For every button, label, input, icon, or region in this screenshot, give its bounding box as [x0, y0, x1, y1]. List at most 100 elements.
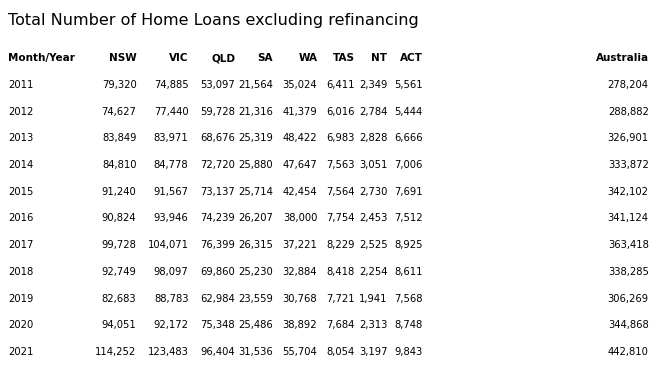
- Text: 2013: 2013: [8, 133, 33, 143]
- Text: 41,379: 41,379: [283, 107, 317, 116]
- Text: VIC: VIC: [169, 53, 188, 63]
- Text: 59,728: 59,728: [200, 107, 235, 116]
- Text: 7,684: 7,684: [326, 320, 355, 330]
- Text: SA: SA: [257, 53, 273, 63]
- Text: 7,754: 7,754: [326, 213, 355, 223]
- Text: 74,239: 74,239: [201, 213, 235, 223]
- Text: 55,704: 55,704: [283, 347, 317, 357]
- Text: 6,666: 6,666: [394, 133, 422, 143]
- Text: 2017: 2017: [8, 240, 33, 250]
- Text: 37,221: 37,221: [282, 240, 317, 250]
- Text: 53,097: 53,097: [201, 80, 235, 90]
- Text: 2021: 2021: [8, 347, 33, 357]
- Text: Australia: Australia: [595, 53, 649, 63]
- Text: 8,611: 8,611: [394, 267, 422, 277]
- Text: 114,252: 114,252: [96, 347, 136, 357]
- Text: 38,892: 38,892: [283, 320, 317, 330]
- Text: 42,454: 42,454: [283, 187, 317, 197]
- Text: 25,880: 25,880: [239, 160, 273, 170]
- Text: 21,316: 21,316: [238, 107, 273, 116]
- Text: 288,882: 288,882: [608, 107, 649, 116]
- Text: NSW: NSW: [109, 53, 136, 63]
- Text: 7,006: 7,006: [394, 160, 422, 170]
- Text: 3,197: 3,197: [359, 347, 387, 357]
- Text: 2011: 2011: [8, 80, 33, 90]
- Text: 30,768: 30,768: [283, 294, 317, 303]
- Text: 7,564: 7,564: [326, 187, 355, 197]
- Text: 341,124: 341,124: [608, 213, 649, 223]
- Text: 2020: 2020: [8, 320, 33, 330]
- Text: 123,483: 123,483: [148, 347, 188, 357]
- Text: 25,714: 25,714: [238, 187, 273, 197]
- Text: 96,404: 96,404: [201, 347, 235, 357]
- Text: 62,984: 62,984: [201, 294, 235, 303]
- Text: 91,567: 91,567: [153, 187, 188, 197]
- Text: 442,810: 442,810: [608, 347, 649, 357]
- Text: 35,024: 35,024: [283, 80, 317, 90]
- Text: 8,054: 8,054: [327, 347, 355, 357]
- Text: 75,348: 75,348: [201, 320, 235, 330]
- Text: 9,843: 9,843: [395, 347, 423, 357]
- Text: 82,683: 82,683: [102, 294, 136, 303]
- Text: 73,137: 73,137: [201, 187, 235, 197]
- Text: 333,872: 333,872: [608, 160, 649, 170]
- Text: 83,849: 83,849: [102, 133, 136, 143]
- Text: 5,444: 5,444: [395, 107, 423, 116]
- Text: 93,946: 93,946: [154, 213, 188, 223]
- Text: 23,559: 23,559: [238, 294, 273, 303]
- Text: 98,097: 98,097: [154, 267, 188, 277]
- Text: 363,418: 363,418: [608, 240, 649, 250]
- Text: 47,647: 47,647: [283, 160, 317, 170]
- Text: 91,240: 91,240: [102, 187, 136, 197]
- Text: 8,925: 8,925: [394, 240, 422, 250]
- Text: 48,422: 48,422: [283, 133, 317, 143]
- Text: 7,563: 7,563: [326, 160, 355, 170]
- Text: ACT: ACT: [400, 53, 422, 63]
- Text: 326,901: 326,901: [608, 133, 649, 143]
- Text: 2,730: 2,730: [359, 187, 387, 197]
- Text: 342,102: 342,102: [608, 187, 649, 197]
- Text: 79,320: 79,320: [102, 80, 136, 90]
- Text: 2016: 2016: [8, 213, 33, 223]
- Text: 88,783: 88,783: [154, 294, 188, 303]
- Text: 32,884: 32,884: [283, 267, 317, 277]
- Text: 344,868: 344,868: [608, 320, 649, 330]
- Text: 21,564: 21,564: [238, 80, 273, 90]
- Text: 2019: 2019: [8, 294, 33, 303]
- Text: 99,728: 99,728: [101, 240, 136, 250]
- Text: 38,000: 38,000: [283, 213, 317, 223]
- Text: 92,749: 92,749: [101, 267, 136, 277]
- Text: 8,418: 8,418: [327, 267, 355, 277]
- Text: 2014: 2014: [8, 160, 33, 170]
- Text: NT: NT: [371, 53, 387, 63]
- Text: 25,319: 25,319: [238, 133, 273, 143]
- Text: 7,721: 7,721: [326, 294, 355, 303]
- Text: 92,172: 92,172: [153, 320, 188, 330]
- Text: 76,399: 76,399: [200, 240, 235, 250]
- Text: 2,254: 2,254: [359, 267, 387, 277]
- Text: 68,676: 68,676: [200, 133, 235, 143]
- Text: 8,229: 8,229: [326, 240, 355, 250]
- Text: 7,512: 7,512: [394, 213, 422, 223]
- Text: 83,971: 83,971: [154, 133, 188, 143]
- Text: 6,016: 6,016: [326, 107, 355, 116]
- Text: 84,778: 84,778: [154, 160, 188, 170]
- Text: 2,313: 2,313: [359, 320, 387, 330]
- Text: 2018: 2018: [8, 267, 33, 277]
- Text: 3,051: 3,051: [359, 160, 387, 170]
- Text: 1,941: 1,941: [359, 294, 387, 303]
- Text: 2012: 2012: [8, 107, 33, 116]
- Text: 31,536: 31,536: [239, 347, 273, 357]
- Text: 104,071: 104,071: [148, 240, 188, 250]
- Text: 7,568: 7,568: [394, 294, 422, 303]
- Text: 2,828: 2,828: [359, 133, 387, 143]
- Text: 69,860: 69,860: [201, 267, 235, 277]
- Text: 84,810: 84,810: [102, 160, 136, 170]
- Text: 2,453: 2,453: [359, 213, 387, 223]
- Text: 2015: 2015: [8, 187, 33, 197]
- Text: 94,051: 94,051: [102, 320, 136, 330]
- Text: WA: WA: [298, 53, 317, 63]
- Text: 306,269: 306,269: [608, 294, 649, 303]
- Text: 26,315: 26,315: [238, 240, 273, 250]
- Text: 25,230: 25,230: [239, 267, 273, 277]
